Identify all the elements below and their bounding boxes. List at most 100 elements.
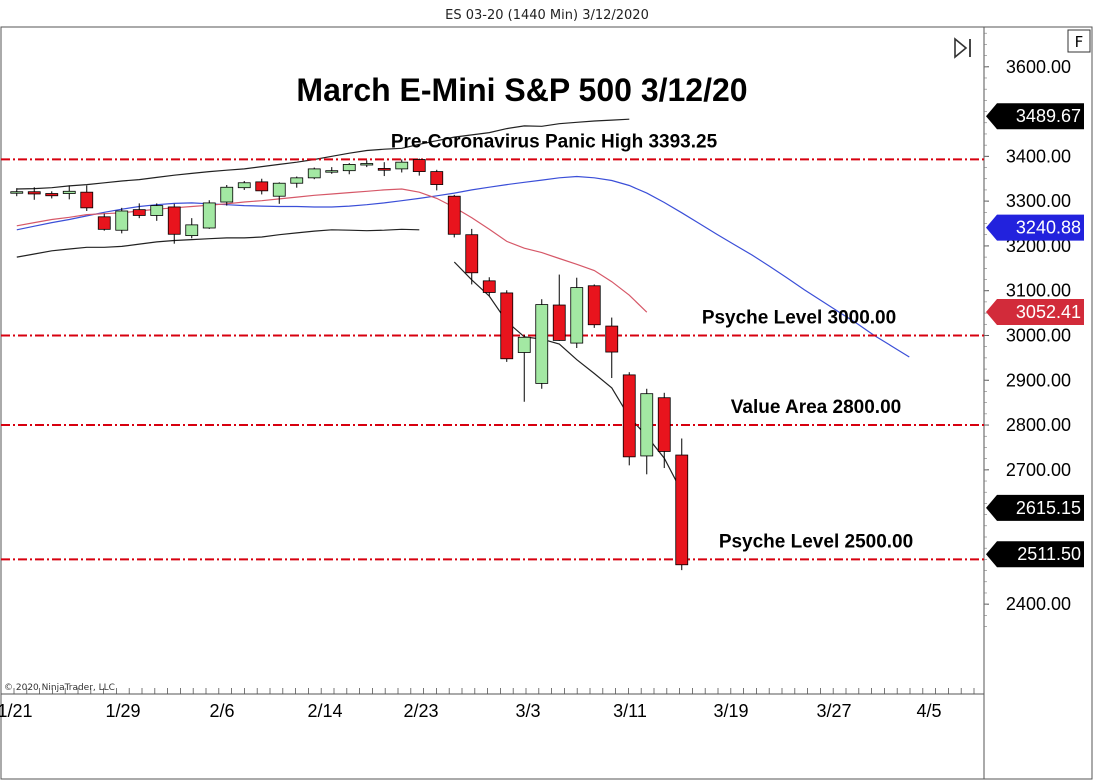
candle-body-down [552, 304, 566, 341]
candle-body-down [587, 285, 601, 326]
price-tick-label: 3400.00 [1006, 146, 1071, 166]
candle [150, 203, 164, 221]
date-tick-label: 3/19 [713, 701, 748, 721]
candle-body-down [45, 193, 59, 197]
skip-to-end-icon[interactable] [954, 37, 971, 59]
candle [465, 228, 479, 285]
price-tag-shape [986, 494, 1084, 521]
price-tick-label: 2400.00 [1006, 594, 1071, 614]
date-tick-label: 1/29 [105, 701, 140, 721]
candle [185, 218, 199, 239]
price-tick-label: 3200.00 [1006, 236, 1071, 256]
candle [675, 438, 689, 571]
candle [272, 182, 286, 204]
candle-body-up [202, 202, 216, 229]
price-tag-shape [986, 103, 1084, 130]
candle-body-down [255, 181, 269, 192]
date-tick-label: 3/3 [515, 701, 540, 721]
candle [552, 274, 566, 341]
candle-body-down [482, 280, 496, 293]
price-tick-label: 3300.00 [1006, 191, 1071, 211]
indicator-line-4 [16, 228, 420, 258]
candle [640, 388, 654, 475]
price-tag-label: 3240.88 [1016, 218, 1081, 238]
candle [447, 194, 461, 238]
candle-body-up [395, 161, 409, 170]
candle [237, 180, 251, 190]
candle [360, 160, 374, 168]
candle-body-down [430, 171, 444, 185]
price-tag: 3489.67 [986, 103, 1084, 130]
candle-body-down [605, 325, 619, 353]
candle [412, 158, 426, 176]
candle-body-up [290, 177, 304, 184]
candle-body-down [500, 292, 514, 360]
candle [377, 162, 391, 177]
candle-body-down [80, 191, 94, 209]
candle-body-down [97, 216, 111, 230]
price-tag: 3240.88 [986, 214, 1084, 241]
candle-body-up [570, 287, 584, 344]
candle-body-up [220, 186, 234, 203]
price-tag-label: 2511.50 [1017, 544, 1081, 564]
candle [202, 200, 216, 229]
candle [517, 335, 531, 402]
candle [115, 207, 129, 234]
price-tick-label: 2800.00 [1006, 415, 1071, 435]
chart-frame [0, 26, 1093, 780]
indicator-line-5 [453, 261, 683, 493]
price-tag: 2615.15 [986, 494, 1084, 521]
date-tick-label: 2/23 [403, 701, 438, 721]
candle [220, 185, 234, 206]
candle-body-up [62, 190, 76, 194]
candle [10, 188, 24, 197]
candle-body-up [517, 336, 531, 353]
chart-title: March E-Mini S&P 500 3/12/20 [296, 72, 747, 108]
level-label-4: Psyche Level 2500.00 [719, 531, 913, 552]
candle [500, 290, 514, 362]
indicator-line-1 [16, 175, 910, 358]
price-tags: 3489.67 3240.88 3052.41 2615.15 2511.50 [986, 103, 1084, 568]
price-levels [1, 158, 984, 561]
candle-body-up [10, 191, 24, 194]
candle-body-down [622, 374, 636, 458]
candle [290, 176, 304, 188]
candle [587, 284, 601, 328]
candle-body-up [360, 163, 374, 166]
candle-body-up [272, 182, 286, 197]
candle [395, 159, 409, 173]
price-tag-shape [986, 214, 1084, 241]
f-button-label: F [1075, 33, 1084, 51]
candle [167, 203, 181, 244]
candle-body-down [27, 191, 41, 195]
price-tick-label: 2900.00 [1006, 370, 1071, 390]
price-tick-label: 2700.00 [1006, 460, 1071, 480]
level-label-1: Pre-Coronavirus Panic High 3393.25 [391, 131, 718, 152]
candle [535, 299, 549, 389]
candle [622, 372, 636, 466]
date-tick-label: 4/5 [916, 701, 941, 721]
candle-body-down [167, 206, 181, 235]
copyright-text: © 2020 NinjaTrader, LLC [4, 683, 115, 693]
price-tick-label: 3600.00 [1006, 57, 1071, 77]
level-labels: Pre-Coronavirus Panic High 3393.25 Psyche… [391, 131, 913, 552]
price-tag-label: 3489.67 [1016, 106, 1081, 126]
candle-body-up [307, 168, 321, 179]
price-tag-label: 2615.15 [1016, 498, 1081, 518]
chart-caption: ES 03-20 (1440 Min) 3/12/2020 [445, 8, 649, 23]
candle [132, 203, 146, 219]
candle [255, 178, 269, 195]
f-button[interactable]: F [1067, 29, 1091, 53]
date-tick-label: 3/11 [613, 701, 647, 721]
candle [605, 317, 619, 379]
candle-body-up [342, 164, 356, 172]
candle [657, 392, 671, 469]
candle [62, 185, 76, 200]
price-tag: 3052.41 [986, 299, 1084, 326]
time-axis: 1/21 1/29 2/6 2/14 2/23 3/3 3/11 3/19 3/27 4/5 [0, 688, 975, 721]
plot-area [16, 118, 910, 493]
level-label-3: Value Area 2800.00 [731, 397, 901, 418]
candle [482, 277, 496, 297]
candle-body-up [640, 393, 654, 457]
date-tick-label: 1/21 [0, 701, 33, 721]
